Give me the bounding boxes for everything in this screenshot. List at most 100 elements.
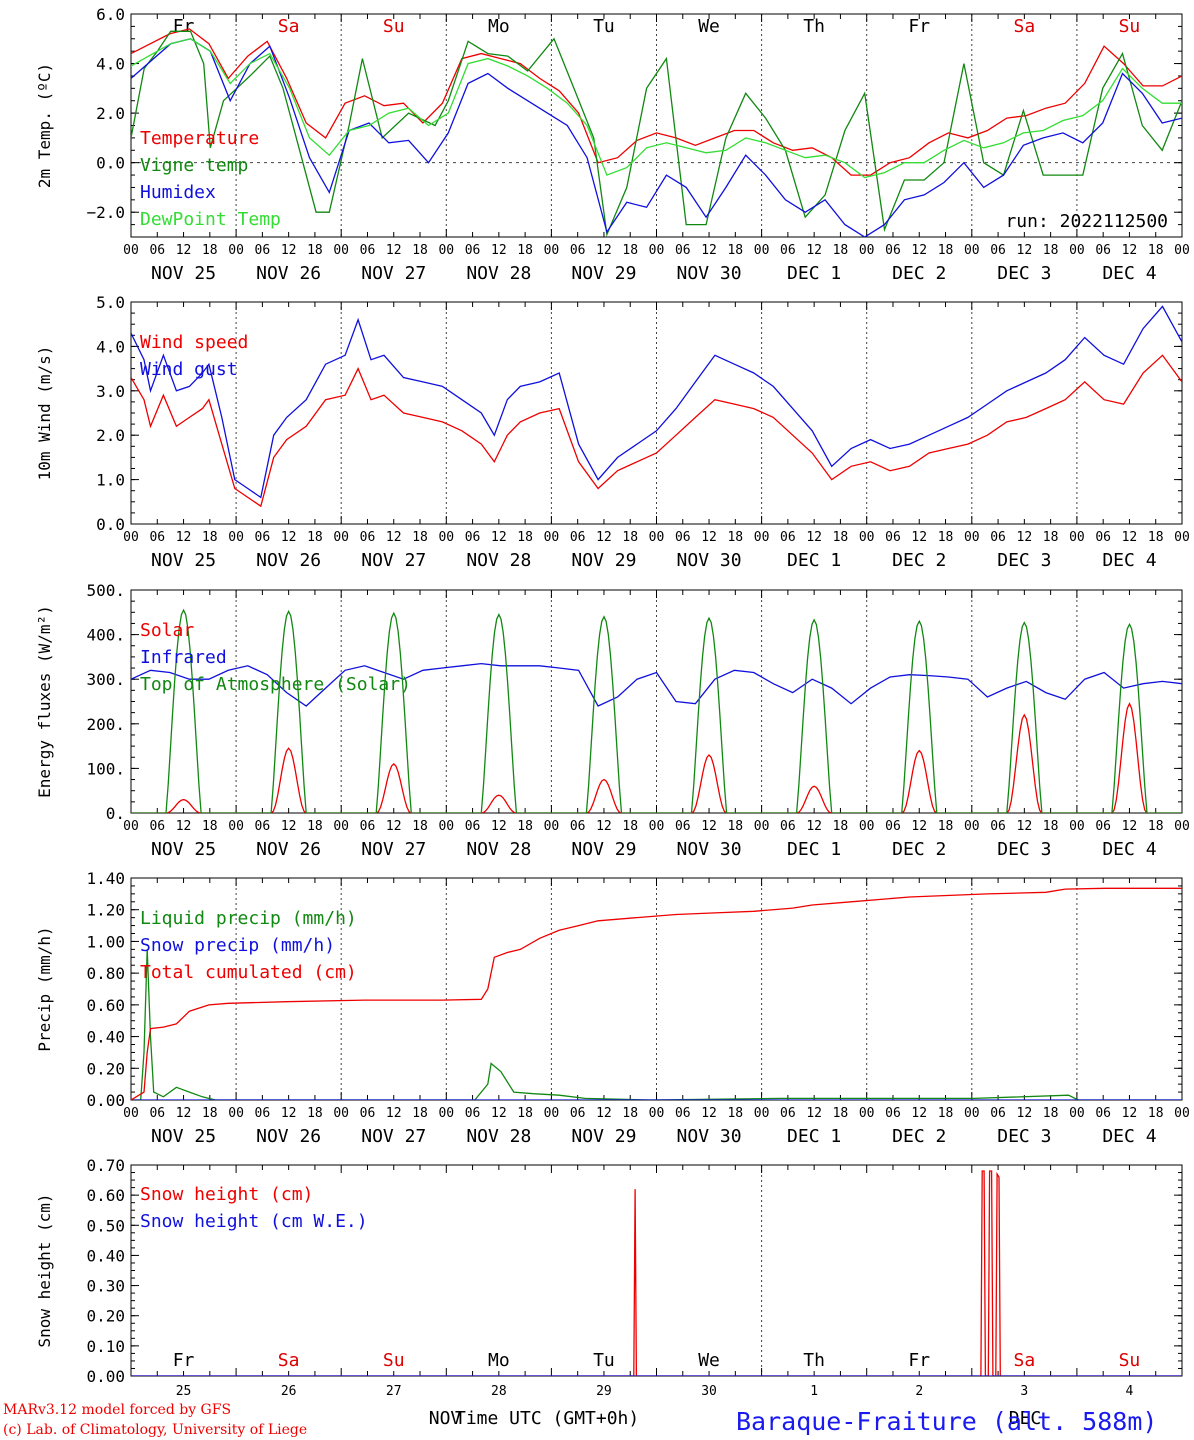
hour-tick-label: 12 xyxy=(1017,243,1033,258)
y-tick-label: 0.00 xyxy=(86,1091,125,1110)
date-label: NOV 25 xyxy=(151,550,216,571)
panel-snow: 0.70 0.60 0.50 0.40 0.30 0.20 0.10 0.00 Snow hei… xyxy=(35,1156,1183,1429)
hour-tick-label: 00 xyxy=(754,243,770,258)
hour-tick-label: 06 xyxy=(780,819,796,834)
hour-tick-label: 00 xyxy=(1069,819,1085,834)
hour-tick-label: 18 xyxy=(412,530,428,545)
hour-tick-label: 12 xyxy=(386,1106,402,1121)
hour-tick-label: 12 xyxy=(1122,1106,1138,1121)
hour-tick-label: 12 xyxy=(1017,1106,1033,1121)
series-group xyxy=(131,28,1182,237)
y-tick-label: 2.0 xyxy=(96,426,125,445)
day-number: 27 xyxy=(386,1384,402,1399)
hour-tick-label: 18 xyxy=(202,1106,218,1121)
run-label: run: 2022112500 xyxy=(1005,211,1168,232)
date-label: NOV 30 xyxy=(677,263,742,284)
hour-tick-label: 12 xyxy=(176,530,192,545)
date-label: NOV 28 xyxy=(466,839,531,860)
hour-tick-label: 00 xyxy=(1174,1106,1190,1121)
hour-tick-label: 12 xyxy=(911,1106,927,1121)
legend-entry: Wind speed xyxy=(140,332,248,353)
hour-tick-label: 00 xyxy=(964,530,980,545)
legend-entry: Temperature xyxy=(140,128,259,149)
panel-energy: 500. 400. 300. 200. 100. 0. Energy fluxes (W/m… xyxy=(35,581,1190,860)
date-label: NOV 28 xyxy=(466,1126,531,1147)
hour-tick-label: 00 xyxy=(228,819,244,834)
hour-tick-label: 18 xyxy=(833,243,849,258)
hour-tick-label: 06 xyxy=(885,530,901,545)
legend-entry: Total cumulated (cm) xyxy=(140,962,357,983)
hour-tick-label: 06 xyxy=(360,819,376,834)
hour-tick-label: 00 xyxy=(438,243,454,258)
y-tick-label: 4.0 xyxy=(96,337,125,356)
hour-tick-label: 06 xyxy=(1095,243,1111,258)
hour-tick-label: 12 xyxy=(176,243,192,258)
hour-tick-label: 00 xyxy=(964,819,980,834)
date-label: NOV 29 xyxy=(571,1126,636,1147)
date-label: NOV 27 xyxy=(361,1126,426,1147)
lab-credit: (c) Lab. of Climatology, University of L… xyxy=(3,1422,307,1438)
hour-tick-label: 18 xyxy=(1148,819,1164,834)
hour-tick-label: 12 xyxy=(806,1106,822,1121)
hour-tick-label: 06 xyxy=(675,1106,691,1121)
y-tick-label: 5.0 xyxy=(96,293,125,312)
hour-tick-label: 00 xyxy=(859,530,875,545)
hour-tick-label: 06 xyxy=(1095,1106,1111,1121)
y-tick-label: 0.60 xyxy=(86,1186,125,1205)
legend-entry: DewPoint Temp xyxy=(140,209,281,230)
hour-tick-label: 06 xyxy=(255,819,271,834)
hour-tick-label: 00 xyxy=(123,819,139,834)
series-line xyxy=(131,28,1182,176)
hour-tick-label: 18 xyxy=(517,243,533,258)
hour-tick-label: 12 xyxy=(281,530,297,545)
panel-temp: 6.0 4.0 2.0 0.0 −2.0 2m Temp. (ºC) 00 06 12 18 NOV… xyxy=(35,5,1190,284)
date-label: DEC 4 xyxy=(1102,550,1156,571)
hour-tick-label: 00 xyxy=(333,243,349,258)
y-tick-label: 1.20 xyxy=(86,901,125,920)
hour-tick-label: 18 xyxy=(622,243,638,258)
y-tick-label: 0.0 xyxy=(96,515,125,534)
hour-tick-label: 12 xyxy=(491,1106,507,1121)
weekday-label: Th xyxy=(803,16,825,37)
series-group xyxy=(131,305,1182,508)
date-label: DEC 2 xyxy=(892,263,946,284)
date-label: NOV 29 xyxy=(571,550,636,571)
hour-tick-label: 00 xyxy=(649,819,665,834)
y-tick-label: 6.0 xyxy=(96,5,125,24)
hour-tick-label: 18 xyxy=(1043,243,1059,258)
y-tick-label: 0.40 xyxy=(86,1028,125,1047)
hour-tick-label: 12 xyxy=(1122,530,1138,545)
day-number: 30 xyxy=(701,1384,717,1399)
y-tick-label: 200. xyxy=(86,715,125,734)
day-number: 29 xyxy=(596,1384,612,1399)
hour-tick-label: 06 xyxy=(570,243,586,258)
hour-tick-label: 06 xyxy=(360,530,376,545)
legend-entry: Snow precip (mm/h) xyxy=(140,935,335,956)
hour-tick-label: 18 xyxy=(1043,819,1059,834)
hour-tick-label: 12 xyxy=(176,819,192,834)
y-tick-label: 0.20 xyxy=(86,1059,125,1078)
y-tick-label: 4.0 xyxy=(96,55,125,74)
date-label: NOV 25 xyxy=(151,839,216,860)
y-axis-label: Energy fluxes (W/m²) xyxy=(35,605,54,798)
y-tick-label: 1.40 xyxy=(86,869,125,888)
y-tick-label: 100. xyxy=(86,759,125,778)
y-tick-label: 1.00 xyxy=(86,932,125,951)
hour-tick-label: 12 xyxy=(1017,530,1033,545)
hour-tick-label: 00 xyxy=(333,1106,349,1121)
hour-tick-label: 06 xyxy=(255,243,271,258)
hour-tick-label: 00 xyxy=(228,243,244,258)
hour-tick-label: 06 xyxy=(360,1106,376,1121)
hour-tick-label: 18 xyxy=(202,243,218,258)
weekday-label: Tu xyxy=(593,16,615,37)
hour-tick-label: 18 xyxy=(833,1106,849,1121)
hour-tick-label: 00 xyxy=(544,819,560,834)
hour-tick-label: 06 xyxy=(1095,530,1111,545)
hour-tick-label: 00 xyxy=(544,530,560,545)
hour-tick-label: 00 xyxy=(438,819,454,834)
y-tick-label: 0.80 xyxy=(86,964,125,983)
y-tick-label: 0.50 xyxy=(86,1216,125,1235)
hour-tick-label: 06 xyxy=(1095,819,1111,834)
date-label: NOV 26 xyxy=(256,263,321,284)
hour-tick-label: 00 xyxy=(438,1106,454,1121)
